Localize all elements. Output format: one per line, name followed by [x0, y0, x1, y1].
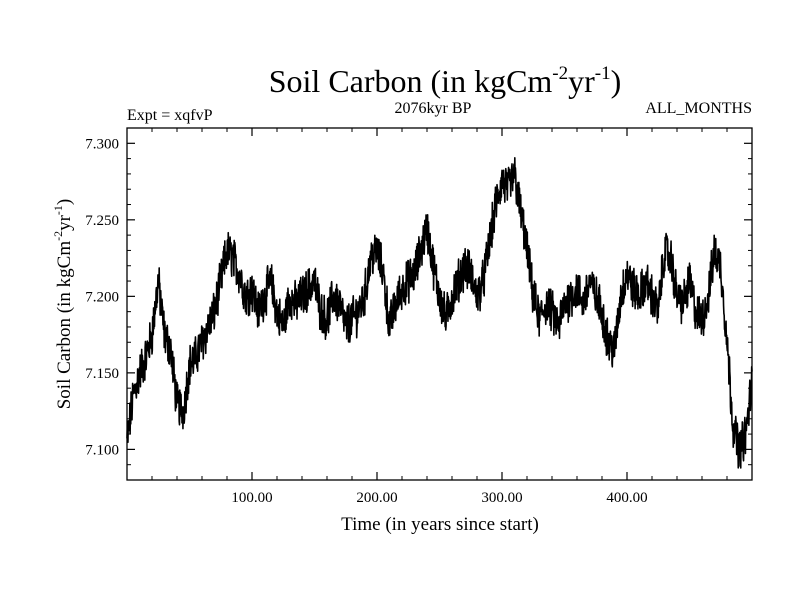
epoch-label: 2076kyr BP — [395, 100, 472, 117]
y-tick-label: 7.300 — [85, 136, 119, 152]
plot-frame — [126, 127, 753, 481]
months-label: ALL_MONTHS — [645, 100, 752, 117]
chart-title-sup2: -1 — [595, 63, 611, 84]
y-axis-label-end: ) — [54, 199, 75, 205]
x-tick-label: 100.00 — [231, 490, 272, 506]
series-layer — [126, 157, 753, 469]
chart-title-end: ) — [611, 63, 622, 99]
chart-title-mid: yr — [568, 63, 595, 99]
y-axis-label-sup1: -2 — [51, 231, 65, 241]
experiment-label: Expt = xqfvP — [127, 107, 213, 124]
chart-title-sup1: -2 — [552, 63, 568, 84]
y-axis-label-main: Soil Carbon (in kgCm — [54, 241, 75, 410]
y-tick-label: 7.100 — [85, 442, 119, 458]
y-axis-label-mid: yr — [54, 214, 75, 231]
series-line-soil-carbon — [126, 157, 753, 469]
y-axis-label-sup2: -1 — [51, 205, 65, 215]
x-tick-label: 300.00 — [481, 490, 522, 506]
y-tick-label: 7.150 — [85, 366, 119, 382]
x-tick-label: 400.00 — [606, 490, 647, 506]
chart-title: Soil Carbon (in kgCm-2yr-1) — [269, 63, 622, 99]
y-axis-label: Soil Carbon (in kgCm-2yr-1) — [51, 199, 75, 410]
chart-title-main: Soil Carbon (in kgCm — [269, 63, 553, 99]
x-axis-label: Time (in years since start) — [341, 514, 539, 535]
y-tick-label: 7.250 — [85, 213, 119, 229]
x-axis: 100.00 200.00 300.00 400.00 — [151, 128, 728, 506]
x-tick-label: 200.00 — [356, 490, 397, 506]
y-tick-label: 7.200 — [85, 289, 119, 305]
y-axis: 7.100 7.150 7.200 7.250 7.300 — [85, 136, 752, 466]
